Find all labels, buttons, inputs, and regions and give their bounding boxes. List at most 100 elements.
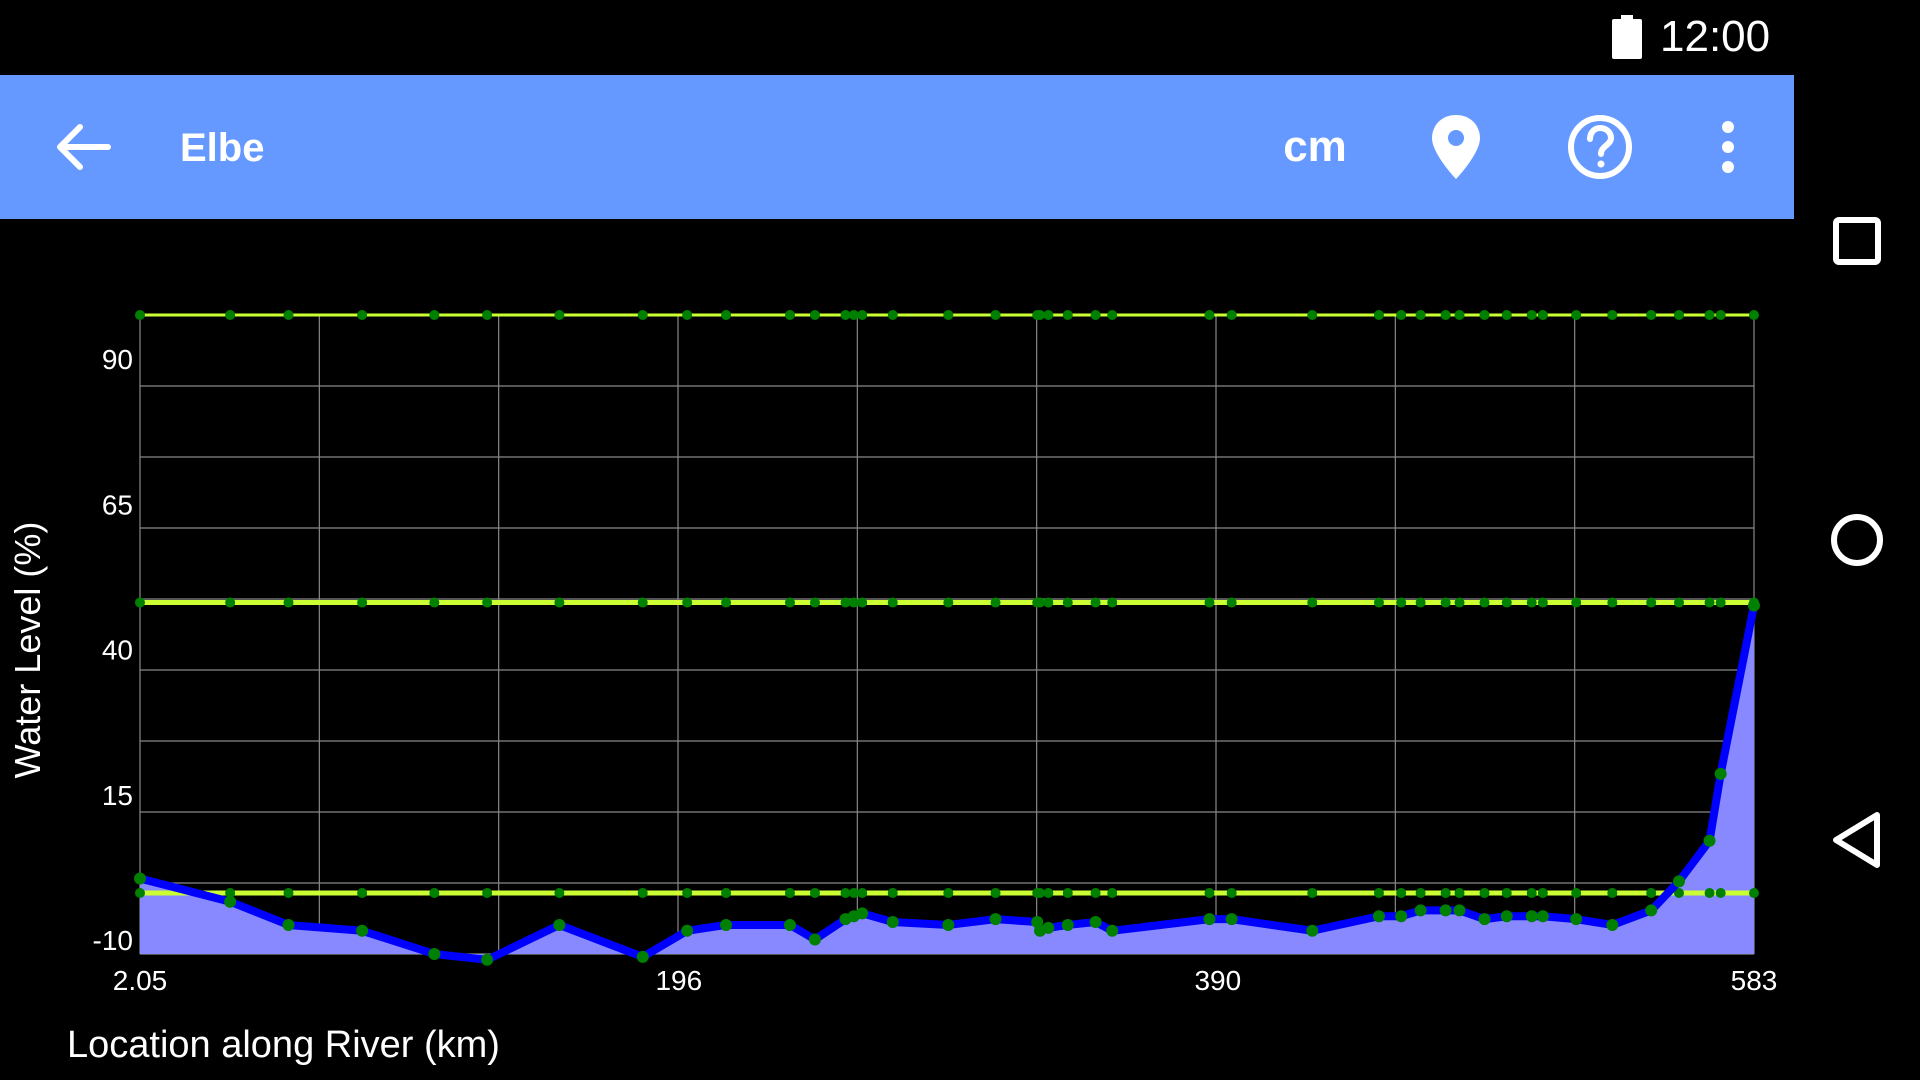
chart-tick-labels: -10 15 40 65 90 2.05 196 390 583 [93, 344, 1778, 996]
data-point [1203, 913, 1216, 926]
threshold-point [1062, 597, 1073, 608]
threshold-point [943, 597, 954, 608]
threshold-point [784, 597, 795, 608]
threshold-point [429, 888, 440, 899]
data-point [942, 918, 955, 931]
data-point [1395, 910, 1408, 923]
threshold-point [1501, 310, 1512, 320]
units-button[interactable]: cm [1283, 122, 1347, 171]
threshold-point [1646, 310, 1657, 320]
threshold-point [857, 597, 868, 608]
threshold-point [1043, 310, 1054, 320]
data-point [808, 933, 821, 946]
toolbar-title: Elbe [180, 126, 265, 170]
threshold-point [482, 888, 493, 899]
threshold-point [135, 310, 145, 320]
threshold-point [1307, 310, 1318, 320]
threshold-point [357, 888, 368, 899]
threshold-point [848, 310, 859, 320]
threshold-point [1454, 310, 1465, 320]
threshold-point [1704, 888, 1715, 899]
y-tick-label: 90 [102, 344, 133, 375]
system-back-button[interactable] [1812, 795, 1902, 885]
threshold-point [682, 310, 693, 320]
threshold-point [1035, 597, 1046, 608]
threshold-point [1537, 597, 1548, 608]
recents-button[interactable] [1812, 196, 1902, 286]
threshold-point [1396, 597, 1407, 608]
threshold-point [848, 888, 859, 899]
data-point [1453, 904, 1466, 917]
data-point [1672, 875, 1685, 888]
home-button[interactable] [1812, 495, 1902, 585]
threshold-point [1107, 597, 1118, 608]
threshold-point [1062, 888, 1073, 899]
overflow-menu-button[interactable] [1700, 107, 1756, 187]
threshold-point [721, 888, 732, 899]
y-tick-label: 15 [102, 780, 133, 811]
threshold-point [1646, 597, 1657, 608]
app-toolbar: Elbe cm [0, 75, 1794, 219]
data-point [481, 953, 494, 966]
threshold-point [1107, 888, 1118, 899]
threshold-point [848, 597, 859, 608]
threshold-point [429, 597, 440, 608]
data-point [1478, 913, 1491, 926]
threshold-point [225, 310, 236, 320]
threshold-point [1373, 310, 1384, 320]
threshold-point [1526, 597, 1537, 608]
threshold-point [283, 597, 294, 608]
threshold-point [1571, 310, 1582, 320]
map-pin-icon [1432, 115, 1480, 179]
threshold-point [682, 888, 693, 899]
threshold-point [1571, 888, 1582, 899]
status-clock: 12:00 [1660, 12, 1771, 61]
threshold-point [1454, 888, 1465, 899]
data-point [856, 907, 869, 920]
threshold-point [1415, 888, 1426, 899]
y-tick-label: -10 [93, 925, 133, 956]
data-point [1042, 921, 1055, 934]
threshold-point [1607, 597, 1618, 608]
threshold-point [1440, 888, 1451, 899]
threshold-point [1035, 888, 1046, 899]
threshold-point [1090, 888, 1101, 899]
x-tick-label: 583 [1731, 965, 1778, 996]
data-point [1645, 904, 1658, 917]
location-button[interactable] [1420, 107, 1492, 187]
data-point [134, 872, 146, 885]
threshold-point [887, 597, 898, 608]
threshold-point [1715, 597, 1726, 608]
data-point [224, 895, 237, 908]
threshold-point [554, 310, 565, 320]
x-tick-label: 390 [1194, 965, 1241, 996]
threshold-point [1204, 310, 1215, 320]
threshold-point [1646, 888, 1657, 899]
y-tick-label: 40 [102, 635, 133, 666]
circle-icon [1831, 514, 1883, 566]
back-button[interactable] [40, 105, 130, 189]
help-button[interactable] [1560, 107, 1640, 187]
chart-area-fill [140, 605, 1754, 960]
threshold-point [809, 888, 820, 899]
threshold-point [1479, 310, 1490, 320]
threshold-point [809, 597, 820, 608]
battery-full-icon [1612, 15, 1642, 59]
threshold-point [1537, 888, 1548, 899]
threshold-point [1035, 310, 1046, 320]
threshold-point [1373, 888, 1384, 899]
data-point [1703, 834, 1716, 847]
threshold-point [721, 310, 732, 320]
threshold-point [1715, 888, 1726, 899]
threshold-point [1043, 597, 1054, 608]
data-point [989, 913, 1002, 926]
threshold-point [1062, 310, 1073, 320]
threshold-point [1226, 310, 1237, 320]
data-point [1570, 913, 1583, 926]
data-point [553, 918, 566, 931]
threshold-point [1454, 597, 1465, 608]
chart-threshold-lines [135, 310, 1759, 899]
threshold-point [943, 310, 954, 320]
threshold-point [135, 597, 145, 608]
data-point [1225, 913, 1238, 926]
